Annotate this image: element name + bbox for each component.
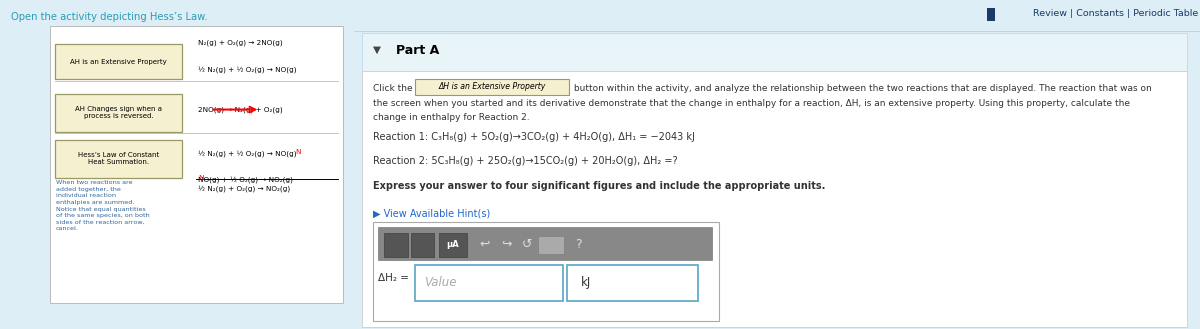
Text: Value: Value <box>425 276 457 290</box>
FancyBboxPatch shape <box>384 233 408 257</box>
Text: the screen when you started and its derivative demonstrate that the change in en: the screen when you started and its deri… <box>373 99 1129 108</box>
Text: kJ: kJ <box>581 276 590 290</box>
Text: Part A: Part A <box>396 43 439 57</box>
Text: NO(g) + ½ O₂(g) → NO₂(g): NO(g) + ½ O₂(g) → NO₂(g) <box>198 176 293 183</box>
FancyBboxPatch shape <box>415 79 569 95</box>
Text: button within the activity, and analyze the relationship between the two reactio: button within the activity, and analyze … <box>571 84 1152 93</box>
Text: ½ N₂(g) + ½ O₂(g) → NO(g): ½ N₂(g) + ½ O₂(g) → NO(g) <box>198 150 296 157</box>
FancyBboxPatch shape <box>568 265 698 301</box>
Text: ΔH₂ =: ΔH₂ = <box>378 273 409 283</box>
FancyBboxPatch shape <box>439 233 467 257</box>
Text: When two reactions are
added together, the
individual reaction
enthalpies are su: When two reactions are added together, t… <box>56 180 150 232</box>
Text: ½ N₂(g) + ½ O₂(g) → NO(g): ½ N₂(g) + ½ O₂(g) → NO(g) <box>198 66 296 73</box>
FancyBboxPatch shape <box>362 71 1187 327</box>
FancyBboxPatch shape <box>55 44 182 79</box>
Text: ↺: ↺ <box>522 238 533 251</box>
FancyBboxPatch shape <box>49 26 343 303</box>
Text: ½ N₂(g) + O₂(g) → NO₂(g): ½ N₂(g) + O₂(g) → NO₂(g) <box>198 185 290 192</box>
Text: AH is an Extensive Property: AH is an Extensive Property <box>71 59 167 65</box>
Text: Reaction 1: C₃H₈(g) + 5O₂(g)→3CO₂(g) + 4H₂O(g), ΔH₁ = −2043 kJ: Reaction 1: C₃H₈(g) + 5O₂(g)→3CO₂(g) + 4… <box>373 132 695 142</box>
Text: ▼: ▼ <box>373 45 380 55</box>
Text: ▶ View Available Hint(s): ▶ View Available Hint(s) <box>373 209 490 219</box>
Text: N₂(g) + O₂(g) → 2NO(g): N₂(g) + O₂(g) → 2NO(g) <box>198 39 283 46</box>
Text: 2NO(g) → N₂(g) + O₂(g): 2NO(g) → N₂(g) + O₂(g) <box>198 107 283 114</box>
Text: AH Changes sign when a
process is reversed.: AH Changes sign when a process is revers… <box>76 106 162 119</box>
Text: ↩: ↩ <box>480 238 491 251</box>
Text: ↪: ↪ <box>502 238 511 251</box>
Text: Express your answer to four significant figures and include the appropriate unit: Express your answer to four significant … <box>373 181 824 191</box>
Text: N: N <box>295 149 301 155</box>
Text: μA: μA <box>446 240 458 249</box>
FancyBboxPatch shape <box>539 236 564 254</box>
Text: Hess’s Law of Constant
Heat Summation.: Hess’s Law of Constant Heat Summation. <box>78 152 160 165</box>
FancyBboxPatch shape <box>373 222 720 321</box>
Text: change in enthalpy for Reaction 2.: change in enthalpy for Reaction 2. <box>373 113 529 121</box>
FancyBboxPatch shape <box>415 265 563 301</box>
FancyBboxPatch shape <box>55 94 182 132</box>
FancyBboxPatch shape <box>378 227 712 260</box>
Text: Reaction 2: 5C₃H₈(g) + 25O₂(g)→15CO₂(g) + 20H₂O(g), ΔH₂ =?: Reaction 2: 5C₃H₈(g) + 25O₂(g)→15CO₂(g) … <box>373 156 677 166</box>
Text: Review | Constants | Periodic Table: Review | Constants | Periodic Table <box>1033 9 1199 18</box>
Text: N: N <box>198 175 204 181</box>
FancyBboxPatch shape <box>986 8 995 21</box>
Text: Click the: Click the <box>373 84 413 93</box>
FancyBboxPatch shape <box>55 140 182 178</box>
FancyBboxPatch shape <box>362 33 1187 71</box>
Text: ΔH is an Extensive Property: ΔH is an Extensive Property <box>438 82 546 91</box>
Text: ?: ? <box>575 238 582 251</box>
FancyBboxPatch shape <box>410 233 434 257</box>
Text: Open the activity depicting Hess’s Law.: Open the activity depicting Hess’s Law. <box>11 12 208 21</box>
